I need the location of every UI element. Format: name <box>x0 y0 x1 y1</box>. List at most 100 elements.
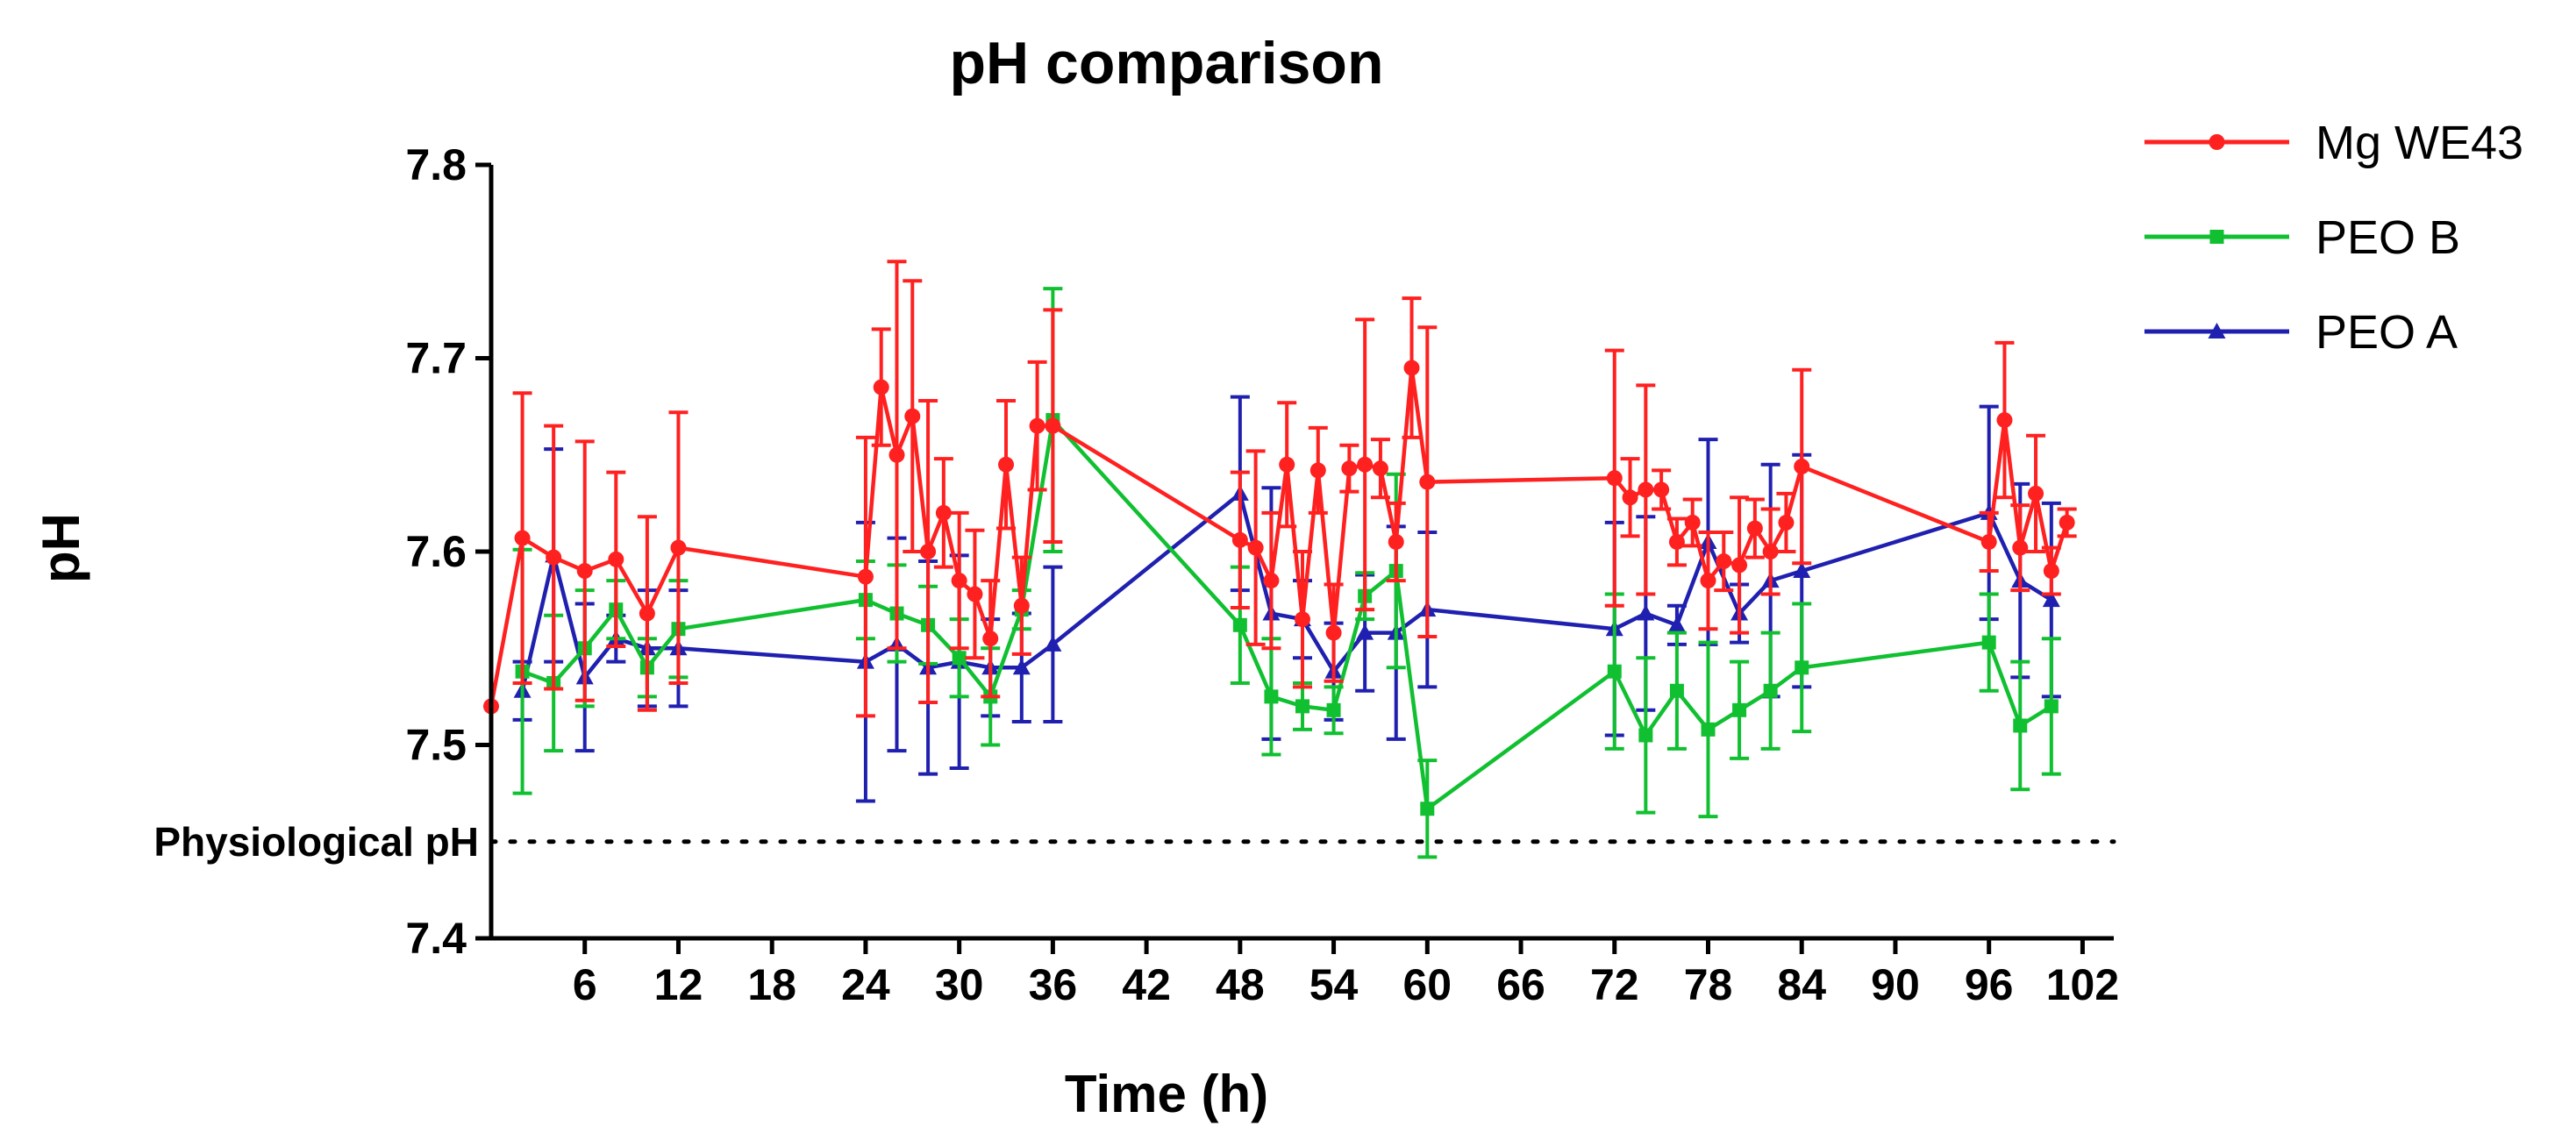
legend-label: PEO A <box>2316 306 2458 359</box>
series-mg-we43 <box>483 260 2077 718</box>
data-point <box>514 530 531 546</box>
series-line <box>520 491 2052 692</box>
data-point <box>576 563 593 580</box>
data-point <box>2012 539 2029 556</box>
data-point <box>2042 591 2060 608</box>
x-tick-label: 6 <box>573 960 597 1009</box>
plot-area <box>483 260 2077 859</box>
x-tick-label: 48 <box>1216 960 1265 1009</box>
data-point <box>1793 562 1811 579</box>
data-point <box>1622 489 1638 506</box>
y-tick-label: 7.7 <box>405 334 467 383</box>
data-point <box>982 631 999 647</box>
data-point <box>1762 544 1779 559</box>
x-tick-label: 96 <box>1965 960 2014 1009</box>
data-point <box>1763 683 1778 698</box>
data-point <box>1732 702 1747 717</box>
data-point <box>2028 485 2044 502</box>
x-tick-label: 54 <box>1309 960 1359 1009</box>
axes: Physiological pH 7.4 7.5 7.6 7.7 7.8 6 12 18 24 30… <box>153 140 2119 1009</box>
data-point <box>1325 624 1342 641</box>
x-tick-label: 78 <box>1684 960 1733 1009</box>
x-tick-label: 84 <box>1777 960 1826 1009</box>
reference-line-label: Physiological pH <box>153 819 479 865</box>
data-point <box>1795 660 1809 675</box>
series-peo-b <box>512 287 2061 859</box>
data-point <box>1388 533 1404 550</box>
data-point <box>1403 360 1420 376</box>
data-point <box>920 544 937 559</box>
legend-swatch-marker <box>2209 230 2224 244</box>
data-point <box>1668 533 1685 550</box>
data-point <box>1731 557 1748 574</box>
x-tick-label: 102 <box>2046 960 2119 1009</box>
data-point <box>1653 481 1670 498</box>
y-tick-label: 7.5 <box>405 721 467 770</box>
data-point <box>1326 702 1341 717</box>
data-point <box>1700 573 1716 589</box>
data-point <box>1279 456 1295 473</box>
data-point <box>1638 728 1653 743</box>
data-point <box>1264 689 1279 704</box>
y-tick-label: 7.6 <box>405 527 467 576</box>
data-point <box>1716 553 1732 570</box>
legend: Mg WE43 PEO B PEO A <box>2144 117 2523 359</box>
legend-item-peo-b: PEO B <box>2144 211 2460 264</box>
data-point <box>670 539 687 556</box>
x-tick-label: 18 <box>747 960 796 1009</box>
data-point <box>951 573 967 589</box>
data-point <box>546 549 562 566</box>
legend-item-peo-a: PEO A <box>2144 306 2458 359</box>
data-point <box>1372 460 1388 477</box>
data-point <box>608 551 624 567</box>
data-point <box>1232 617 1247 632</box>
legend-item-mg-we43: Mg WE43 <box>2144 117 2523 169</box>
data-point <box>1669 683 1684 698</box>
legend-label: Mg WE43 <box>2316 117 2523 169</box>
x-axis-title: Time (h) <box>1065 1065 1268 1123</box>
data-point <box>1981 635 1996 650</box>
data-point <box>1247 539 1264 556</box>
y-tick-label: 7.4 <box>405 914 467 963</box>
x-tick-label: 36 <box>1029 960 1078 1009</box>
data-point <box>2059 514 2075 531</box>
data-point <box>1701 722 1716 737</box>
data-point <box>1667 616 1686 632</box>
legend-swatch-marker <box>2208 323 2226 338</box>
data-point <box>1778 514 1795 531</box>
data-point <box>1607 664 1622 679</box>
data-point <box>1013 597 1030 614</box>
data-point <box>857 568 874 585</box>
data-point <box>2044 699 2059 714</box>
data-point <box>1420 802 1435 816</box>
legend-swatch-marker <box>2209 134 2225 150</box>
x-tick-label: 42 <box>1122 960 1171 1009</box>
data-point <box>873 379 889 395</box>
data-point <box>1419 474 1436 490</box>
data-point <box>952 651 967 666</box>
data-point <box>639 605 655 622</box>
data-point <box>1637 604 1655 621</box>
data-point <box>998 456 1015 473</box>
data-point <box>1231 531 1248 548</box>
y-tick-label: 7.8 <box>405 140 467 189</box>
legend-label: PEO B <box>2316 211 2460 264</box>
data-point <box>1357 456 1374 473</box>
data-point <box>1263 573 1280 589</box>
x-tick-label: 72 <box>1590 960 1639 1009</box>
data-point <box>935 504 952 521</box>
data-point <box>1684 514 1701 531</box>
data-point <box>1606 470 1623 487</box>
data-point <box>1045 417 1061 434</box>
data-point <box>1341 460 1358 477</box>
series-line <box>489 366 2069 707</box>
data-point <box>1295 699 1309 714</box>
data-point <box>1309 462 1326 479</box>
data-point <box>1295 611 1310 628</box>
x-tick-label: 12 <box>654 960 703 1009</box>
data-point <box>1996 412 2013 429</box>
x-tick-label: 66 <box>1496 960 1545 1009</box>
data-point <box>888 446 905 463</box>
x-tick-label: 30 <box>935 960 984 1009</box>
data-point <box>1638 481 1654 498</box>
